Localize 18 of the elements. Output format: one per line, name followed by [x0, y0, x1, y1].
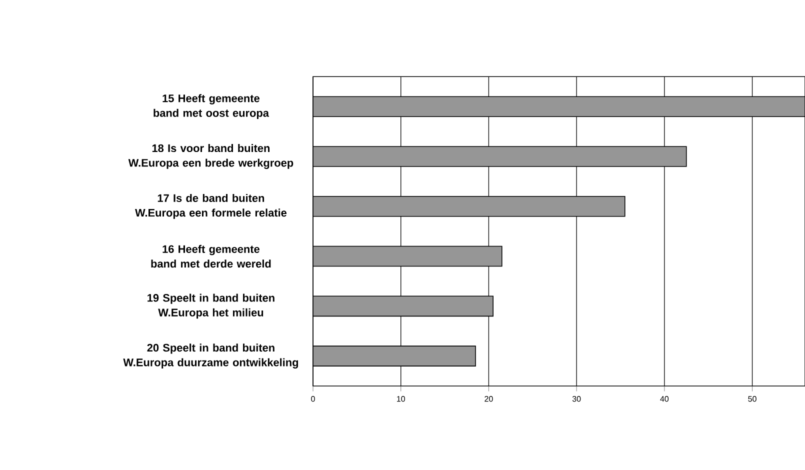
bar — [312, 346, 476, 366]
y-tick-label: 18 Is voor band buiten W.Europa een brede werkgroep — [128, 144, 294, 169]
y-tick-label: 19 Speelt in band buiten W.Europa het milieu — [148, 294, 274, 319]
bar — [312, 196, 626, 217]
y-tick-label: 17 Is de band buiten W.Europa een formele relatie — [135, 194, 287, 219]
x-tick-label: 0 — [311, 396, 315, 402]
bar — [312, 246, 502, 267]
x-tick-label: 20 — [484, 396, 493, 402]
x-tick-label: 40 — [660, 396, 669, 402]
bar — [312, 96, 805, 117]
y-tick-label: 15 Heeft gemeente band met oost europa — [154, 94, 270, 120]
x-tick-label: 10 — [397, 396, 405, 402]
bar — [312, 296, 494, 317]
x-tick-label: 50 — [748, 396, 756, 402]
y-tick-label: 20 Speelt in band buiten W.Europa duurzame ontwikkeling — [123, 344, 298, 369]
x-tick-label: 30 — [572, 396, 581, 402]
bar — [312, 146, 687, 167]
y-tick-label: 16 Heeft gemeente band met derde wereld — [151, 244, 271, 268]
